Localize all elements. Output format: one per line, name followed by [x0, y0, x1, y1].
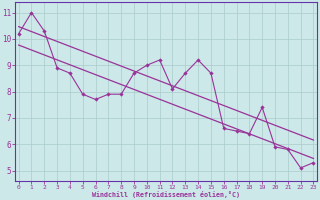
X-axis label: Windchill (Refroidissement éolien,°C): Windchill (Refroidissement éolien,°C)	[92, 191, 240, 198]
